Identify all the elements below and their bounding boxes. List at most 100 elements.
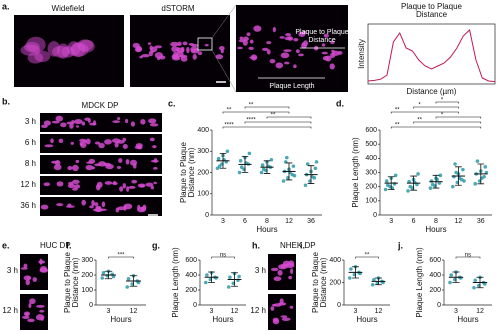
data-point [408,184,413,189]
significance-bracket [211,256,235,259]
data-point [384,179,389,183]
y-axis-label: Intensity [357,39,366,69]
signal-blob [152,145,157,149]
zoom-line [211,49,237,93]
data-point [305,162,310,166]
signal-blob [71,164,79,172]
y-tick-label: 300 [365,169,377,176]
signal-blob [53,164,62,171]
signal-blob [280,52,290,59]
signal-blob [89,122,97,126]
signal-blob [56,203,64,206]
error-bar [452,271,460,283]
data-point [459,276,463,280]
data-point [236,278,240,283]
signal-blob [60,122,67,128]
signal-blob [153,181,157,185]
signal-blob [94,141,101,145]
data-point [454,170,458,175]
significance-label: ** [249,103,254,109]
panel-label: i. [300,240,305,250]
signal-blob [273,276,282,282]
error-bar [285,162,293,181]
signal-blob [130,121,136,127]
data-point [111,274,116,279]
signal-blob [113,181,117,185]
signal-blob [280,315,288,318]
significance-bracket [222,111,290,114]
significance-label: * [418,103,421,109]
y-axis-label: Distance (nm) [319,257,328,307]
signal-blob [72,187,78,191]
signal-blob [73,184,81,189]
x-tick-label: 3 [389,218,393,225]
error-bar [241,155,249,173]
x-tick-label: 36 [307,218,315,225]
data-point [216,156,221,161]
signal-blob [41,124,48,129]
data-point [291,164,296,168]
x-axis-label: Hours [256,225,277,234]
signal-blob [91,199,95,207]
significance-bracket [108,256,134,259]
signal-blob [285,262,295,269]
signal-blob [298,31,306,37]
panel-label: d. [336,98,344,108]
signal-blob [172,56,181,61]
signal-blob [137,144,143,150]
significance-bracket [435,116,482,119]
signal-blob [117,116,121,121]
signal-blob [23,275,32,281]
data-point [313,166,318,171]
data-point [237,274,241,279]
signal-blob [115,207,120,213]
y-tick-label: 500 [365,141,377,148]
signal-blob [20,267,28,270]
signal-blob [47,41,61,57]
signal-blob [25,279,30,286]
signal-blob [70,42,89,57]
signal-blob [148,50,154,57]
plot-frame [367,23,496,85]
y-axis-label: Plaque Length (nm) [415,247,424,318]
data-point [228,275,232,280]
y-tick-label: 100 [81,287,93,294]
time-label: 12 h [2,306,18,315]
signal-blob [321,51,328,55]
significance-bracket [413,106,459,109]
x-axis-label: Hours [457,315,478,324]
signal-blob [132,163,137,169]
signal-blob [85,164,93,171]
y-tick-label: 100 [365,198,377,205]
image-label: dSTORM [161,4,195,13]
data-point [101,270,106,275]
y-tick-label: 200 [329,279,341,286]
signal-blob [75,159,80,164]
signal-blob [79,138,87,142]
y-tick-label: 300 [81,257,93,264]
signal-blob [55,115,63,122]
image-label: HUC DP [40,241,71,250]
significance-bracket [413,121,482,124]
data-point [247,151,252,156]
significance-label: ** [395,108,400,114]
signal-blob [137,206,145,213]
y-axis-label: Plaque to Plaque [63,251,72,312]
signal-blob [85,138,91,145]
signal-blob [23,263,28,269]
signal-blob [54,159,61,166]
signal-blob [204,43,209,47]
signal-blob [22,315,30,319]
signal-blob [72,179,80,185]
y-tick-label: 200 [429,287,441,294]
signal-blob [128,185,136,189]
data-point [430,182,435,187]
signal-blob [323,33,329,38]
x-tick-label: 12 [130,308,138,315]
error-bar [476,276,484,289]
data-point [136,280,141,285]
data-point [473,278,478,283]
signal-blob [329,63,335,70]
signal-blob [266,49,271,55]
signal-blob [81,199,86,206]
